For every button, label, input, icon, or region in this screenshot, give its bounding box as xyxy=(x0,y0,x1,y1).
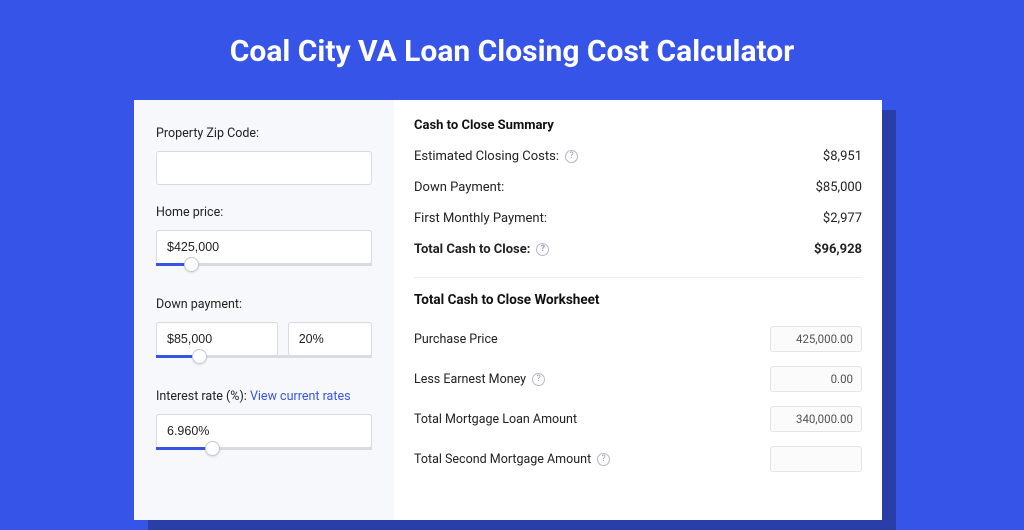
interest-rate-label-text: Interest rate (%): xyxy=(156,389,250,404)
view-rates-link[interactable]: View current rates xyxy=(250,389,351,404)
down-payment-input[interactable] xyxy=(156,322,278,356)
down-payment-field-block: Down payment: xyxy=(156,297,372,369)
summary-row-closing-costs: Estimated Closing Costs: ? $8,951 xyxy=(414,149,862,164)
help-icon[interactable]: ? xyxy=(532,373,545,386)
down-payment-pct-input[interactable] xyxy=(288,322,372,356)
slider-thumb[interactable] xyxy=(192,349,207,364)
worksheet-value xyxy=(770,446,862,472)
zip-field-block: Property Zip Code: xyxy=(156,126,372,185)
slider-thumb[interactable] xyxy=(205,441,220,456)
interest-rate-input[interactable] xyxy=(156,414,372,448)
summary-label: Estimated Closing Costs: xyxy=(414,149,559,164)
summary-value: $8,951 xyxy=(823,149,862,164)
form-panel: Property Zip Code: Home price: Down paym… xyxy=(134,100,394,520)
page-title: Coal City VA Loan Closing Cost Calculato… xyxy=(0,0,1024,97)
summary-value: $2,977 xyxy=(823,211,862,226)
worksheet-label: Purchase Price xyxy=(414,332,498,347)
summary-row-down-payment: Down Payment: $85,000 xyxy=(414,180,862,195)
worksheet-row-second-mortgage: Total Second Mortgage Amount ? xyxy=(414,446,862,472)
help-icon[interactable]: ? xyxy=(536,243,549,256)
summary-total-value: $96,928 xyxy=(814,242,862,257)
summary-label: Down Payment: xyxy=(414,180,504,195)
help-icon[interactable]: ? xyxy=(565,150,578,163)
calculator-card: Property Zip Code: Home price: Down paym… xyxy=(134,100,882,520)
summary-total-label: Total Cash to Close: xyxy=(414,242,530,257)
home-price-slider[interactable] xyxy=(156,263,372,277)
summary-row-total: Total Cash to Close: ? $96,928 xyxy=(414,242,862,257)
worksheet-label: Total Second Mortgage Amount xyxy=(414,452,591,467)
worksheet-value: 425,000.00 xyxy=(770,326,862,352)
worksheet-section: Total Cash to Close Worksheet Purchase P… xyxy=(414,292,862,472)
worksheet-heading: Total Cash to Close Worksheet xyxy=(414,292,862,308)
worksheet-label: Less Earnest Money xyxy=(414,372,526,387)
summary-row-first-payment: First Monthly Payment: $2,977 xyxy=(414,211,862,226)
down-payment-label: Down payment: xyxy=(156,297,372,312)
worksheet-value: 340,000.00 xyxy=(770,406,862,432)
worksheet-row-total-mortgage: Total Mortgage Loan Amount 340,000.00 xyxy=(414,406,862,432)
results-panel: Cash to Close Summary Estimated Closing … xyxy=(394,100,882,520)
summary-heading: Cash to Close Summary xyxy=(414,118,862,133)
help-icon[interactable]: ? xyxy=(597,453,610,466)
home-price-label: Home price: xyxy=(156,205,372,220)
slider-fill xyxy=(156,447,212,450)
zip-input[interactable] xyxy=(156,151,372,185)
zip-label: Property Zip Code: xyxy=(156,126,372,141)
worksheet-label: Total Mortgage Loan Amount xyxy=(414,412,577,427)
summary-value: $85,000 xyxy=(816,180,862,195)
worksheet-row-purchase-price: Purchase Price 425,000.00 xyxy=(414,326,862,352)
worksheet-value: 0.00 xyxy=(770,366,862,392)
down-payment-slider[interactable] xyxy=(156,355,372,369)
summary-label: First Monthly Payment: xyxy=(414,211,547,226)
slider-thumb[interactable] xyxy=(184,257,199,272)
home-price-field-block: Home price: xyxy=(156,205,372,277)
interest-rate-slider[interactable] xyxy=(156,447,372,461)
worksheet-row-earnest-money: Less Earnest Money ? 0.00 xyxy=(414,366,862,392)
interest-rate-field-block: Interest rate (%): View current rates xyxy=(156,389,372,461)
cash-to-close-summary: Cash to Close Summary Estimated Closing … xyxy=(414,118,862,278)
interest-rate-label: Interest rate (%): View current rates xyxy=(156,389,372,404)
